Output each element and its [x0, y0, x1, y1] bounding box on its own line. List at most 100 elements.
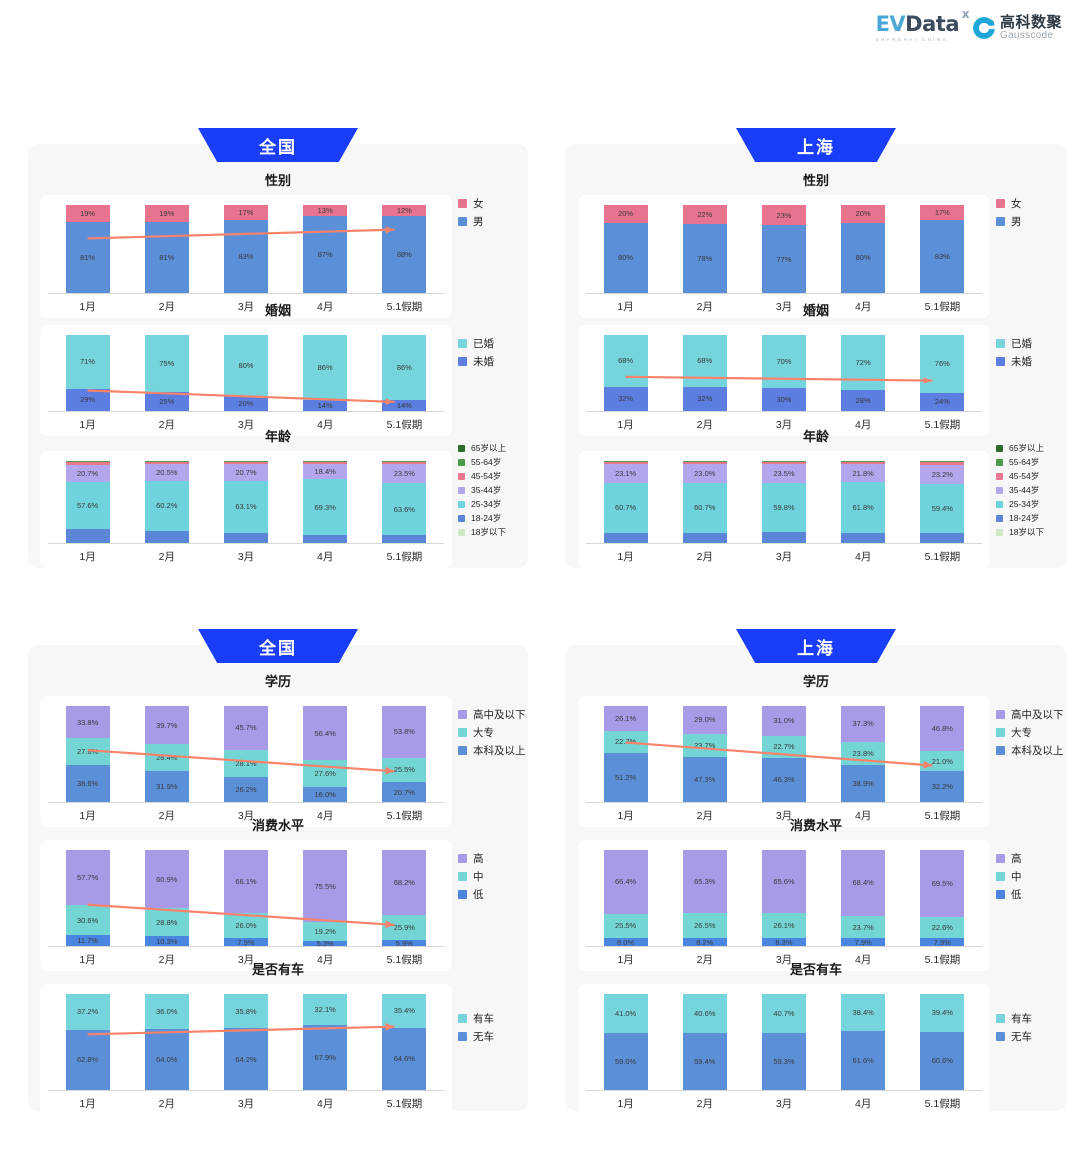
bar-column[interactable]: 68% 32%: [603, 335, 648, 411]
stacked-bar[interactable]: 56.4% 27.6% 16.0%: [303, 706, 348, 802]
legend-item[interactable]: 35-44岁: [996, 484, 1044, 496]
bar-column[interactable]: 36.0% 64.0%: [144, 994, 189, 1090]
stacked-bar[interactable]: 86% 14%: [303, 335, 348, 411]
stacked-bar[interactable]: 46.8% 21.0% 32.2%: [920, 706, 965, 802]
legend-item[interactable]: 高中及以下: [458, 707, 526, 722]
bar-column[interactable]: 65.6% 26.1% 8.3%: [761, 850, 806, 946]
legend-item[interactable]: 已婚: [458, 336, 494, 351]
bar-column[interactable]: 23.1% 60.7%: [603, 461, 648, 543]
bar-column[interactable]: 72% 28%: [841, 335, 886, 411]
stacked-bar[interactable]: 35.8% 64.2%: [223, 994, 268, 1090]
stacked-bar[interactable]: 13% 87%: [303, 205, 348, 293]
stacked-bar[interactable]: 75.5% 19.2% 5.3%: [303, 850, 348, 946]
stacked-bar[interactable]: 37.2% 62.8%: [65, 994, 110, 1090]
bar-column[interactable]: 60.9% 28.8% 10.3%: [144, 850, 189, 946]
bar-column[interactable]: 13% 87%: [303, 205, 348, 293]
stacked-bar[interactable]: 68% 32%: [682, 335, 727, 411]
stacked-bar[interactable]: 20% 80%: [603, 205, 648, 293]
bar-column[interactable]: 20.7% 57.6%: [65, 461, 110, 543]
bar-column[interactable]: 45.7% 28.1% 26.2%: [223, 706, 268, 802]
bar-column[interactable]: 35.8% 64.2%: [223, 994, 268, 1090]
bar-column[interactable]: 37.3% 23.8% 38.9%: [841, 706, 886, 802]
stacked-bar[interactable]: 41.0% 59.0%: [603, 994, 648, 1090]
bar-column[interactable]: 40.7% 59.3%: [761, 994, 806, 1090]
legend-item[interactable]: 已婚: [996, 336, 1032, 351]
legend-item[interactable]: 65岁以上: [458, 442, 506, 454]
stacked-bar[interactable]: 60.9% 28.8% 10.3%: [144, 850, 189, 946]
stacked-bar[interactable]: 68.4% 23.7% 7.9%: [841, 850, 886, 946]
legend-item[interactable]: 55-64岁: [996, 456, 1044, 468]
legend-item[interactable]: 无车: [996, 1029, 1032, 1044]
bar-column[interactable]: 17% 83%: [920, 205, 965, 293]
legend-item[interactable]: 高: [996, 851, 1022, 866]
stacked-bar[interactable]: 70% 30%: [761, 335, 806, 411]
stacked-bar[interactable]: 17% 83%: [223, 205, 268, 293]
legend-item[interactable]: 低: [458, 887, 484, 902]
stacked-bar[interactable]: 80% 20%: [223, 335, 268, 411]
stacked-bar[interactable]: 35.4% 64.6%: [382, 994, 427, 1090]
stacked-bar[interactable]: 23% 77%: [761, 205, 806, 293]
stacked-bar[interactable]: 66.4% 25.5% 8.0%: [603, 850, 648, 946]
stacked-bar[interactable]: 21.8% 61.8%: [841, 461, 886, 543]
stacked-bar[interactable]: 45.7% 28.1% 26.2%: [223, 706, 268, 802]
stacked-bar[interactable]: 65.3% 26.5% 8.2%: [682, 850, 727, 946]
bar-column[interactable]: 56.4% 27.6% 16.0%: [303, 706, 348, 802]
legend-item[interactable]: 25-34岁: [996, 498, 1044, 510]
legend-item[interactable]: 中: [996, 869, 1022, 884]
stacked-bar[interactable]: 68% 32%: [603, 335, 648, 411]
bar-column[interactable]: 20% 80%: [841, 205, 886, 293]
stacked-bar[interactable]: 53.8% 25.5% 20.7%: [382, 706, 427, 802]
bar-column[interactable]: 26.1% 22.7% 51.2%: [603, 706, 648, 802]
stacked-bar[interactable]: 23.2% 59.4%: [920, 461, 965, 543]
legend-item[interactable]: 女: [458, 196, 484, 211]
bar-column[interactable]: 70% 30%: [761, 335, 806, 411]
bar-column[interactable]: 12% 88%: [382, 205, 427, 293]
stacked-bar[interactable]: 66.1% 26.0% 7.9%: [223, 850, 268, 946]
legend-item[interactable]: 18-24岁: [996, 512, 1044, 524]
bar-column[interactable]: 86% 14%: [382, 335, 427, 411]
bar-column[interactable]: 22% 78%: [682, 205, 727, 293]
stacked-bar[interactable]: 39.7% 28.4% 31.9%: [144, 706, 189, 802]
stacked-bar[interactable]: 57.7% 30.6% 11.7%: [65, 850, 110, 946]
legend-item[interactable]: 有车: [996, 1011, 1032, 1026]
bar-column[interactable]: 19% 81%: [65, 205, 110, 293]
bar-column[interactable]: 37.2% 62.8%: [65, 994, 110, 1090]
bar-column[interactable]: 29.0% 23.7% 47.3%: [682, 706, 727, 802]
bar-column[interactable]: 23.0% 60.7%: [682, 461, 727, 543]
legend-item[interactable]: 35-44岁: [458, 484, 506, 496]
stacked-bar[interactable]: 19% 81%: [144, 205, 189, 293]
bar-column[interactable]: 20.5% 60.2%: [144, 461, 189, 543]
bar-column[interactable]: 75% 25%: [144, 335, 189, 411]
bar-column[interactable]: 68% 32%: [682, 335, 727, 411]
stacked-bar[interactable]: 37.3% 23.8% 38.9%: [841, 706, 886, 802]
stacked-bar[interactable]: 20% 80%: [841, 205, 886, 293]
stacked-bar[interactable]: 20.7% 63.1%: [223, 461, 268, 543]
legend-item[interactable]: 女: [996, 196, 1022, 211]
bar-column[interactable]: 68.2% 25.9% 5.9%: [382, 850, 427, 946]
legend-item[interactable]: 有车: [458, 1011, 494, 1026]
legend-item[interactable]: 男: [996, 214, 1022, 229]
bar-column[interactable]: 31.0% 22.7% 46.3%: [761, 706, 806, 802]
legend-item[interactable]: 55-64岁: [458, 456, 506, 468]
stacked-bar[interactable]: 31.0% 22.7% 46.3%: [761, 706, 806, 802]
bar-column[interactable]: 38.4% 61.6%: [841, 994, 886, 1090]
legend-item[interactable]: 大专: [996, 725, 1064, 740]
bar-column[interactable]: 23% 77%: [761, 205, 806, 293]
bar-column[interactable]: 86% 14%: [303, 335, 348, 411]
bar-column[interactable]: 40.6% 59.4%: [682, 994, 727, 1090]
bar-column[interactable]: 18.4% 69.3%: [303, 461, 348, 543]
bar-column[interactable]: 23.5% 59.8%: [761, 461, 806, 543]
bar-column[interactable]: 46.8% 21.0% 32.2%: [920, 706, 965, 802]
legend-item[interactable]: 未婚: [458, 354, 494, 369]
bar-column[interactable]: 21.8% 61.8%: [841, 461, 886, 543]
legend-item[interactable]: 中: [458, 869, 484, 884]
stacked-bar[interactable]: 23.5% 63.6%: [382, 461, 427, 543]
bar-column[interactable]: 53.8% 25.5% 20.7%: [382, 706, 427, 802]
stacked-bar[interactable]: 20.5% 60.2%: [144, 461, 189, 543]
stacked-bar[interactable]: 40.7% 59.3%: [761, 994, 806, 1090]
legend-item[interactable]: 高中及以下: [996, 707, 1064, 722]
stacked-bar[interactable]: 36.0% 64.0%: [144, 994, 189, 1090]
bar-column[interactable]: 66.1% 26.0% 7.9%: [223, 850, 268, 946]
stacked-bar[interactable]: 12% 88%: [382, 205, 427, 293]
legend-item[interactable]: 高: [458, 851, 484, 866]
